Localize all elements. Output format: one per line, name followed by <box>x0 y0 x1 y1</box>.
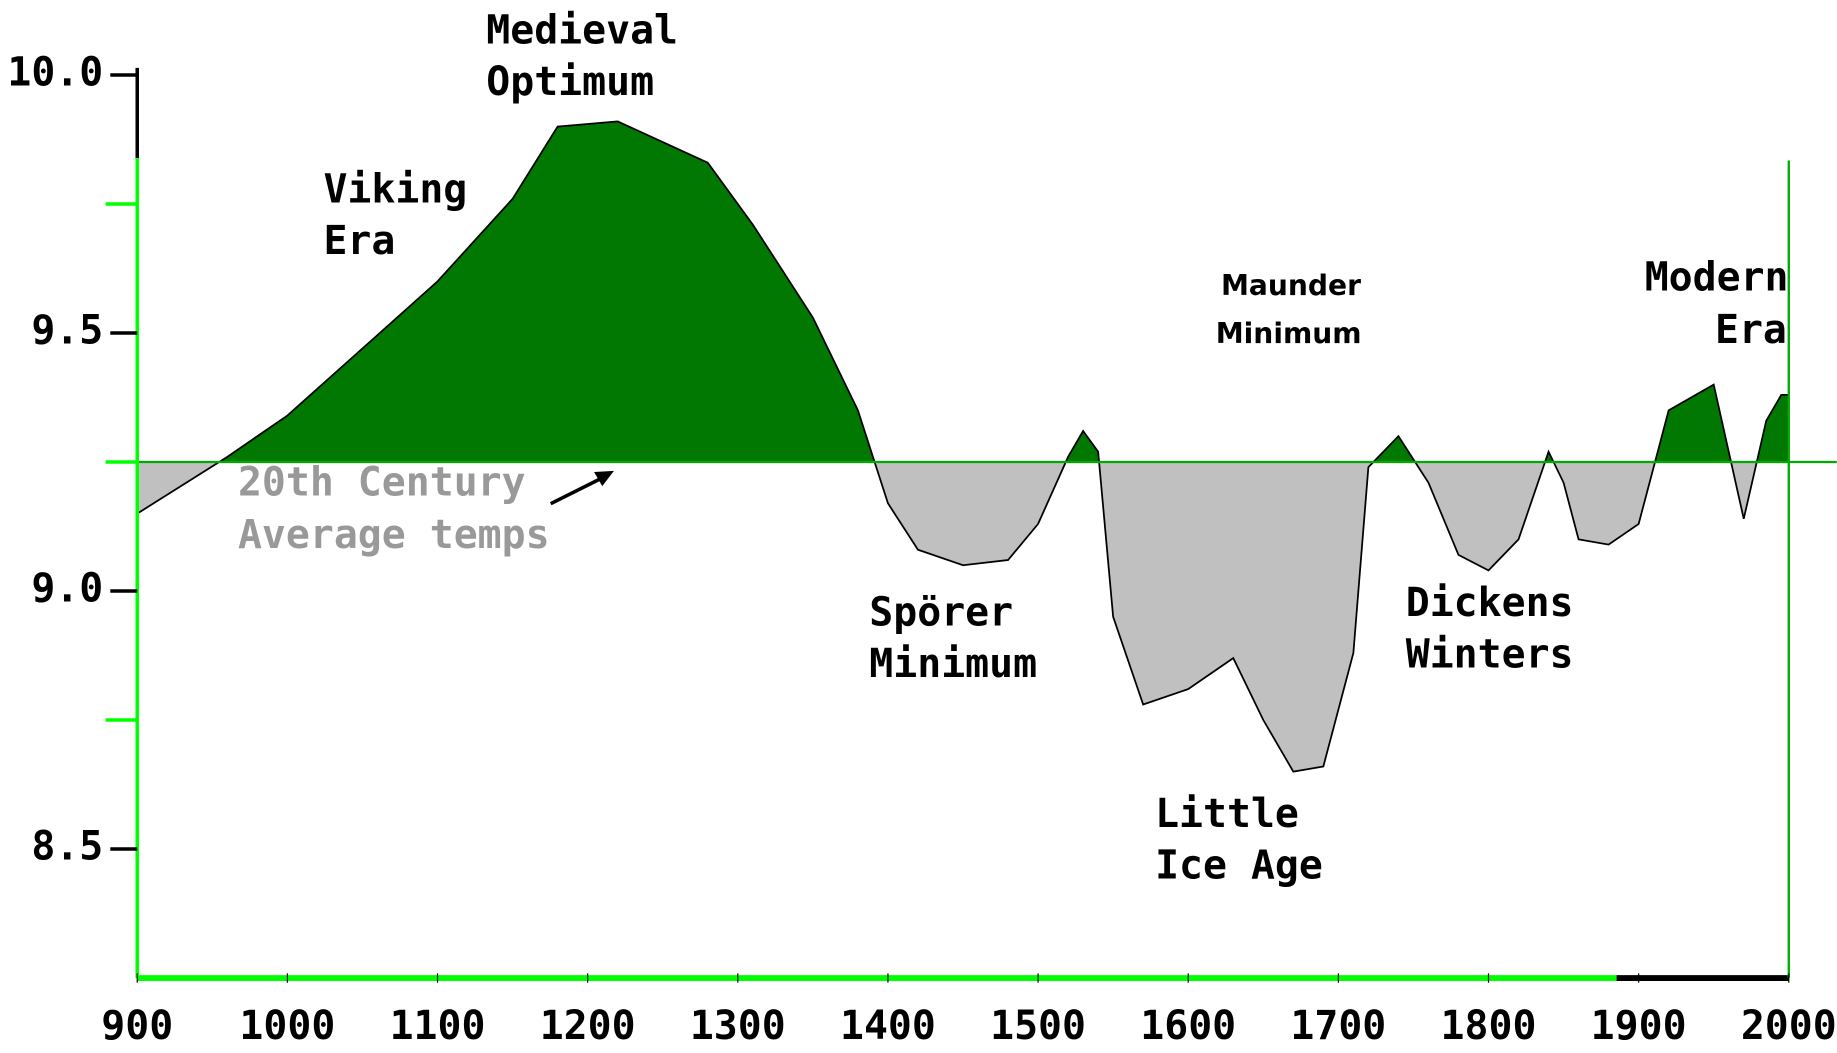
plot: 8.5 9.0 9.5 10.0 900 1000 1100 1200 1300 1400 1500… <box>7 49 1837 1049</box>
x-tick-label: 1300 <box>690 1003 786 1049</box>
annotation: Minimum <box>1216 317 1362 350</box>
x-tick-label: 1000 <box>239 1003 335 1049</box>
x-tick-label: 1800 <box>1441 1003 1537 1049</box>
area-above <box>219 121 1789 462</box>
x-tick-label: 1900 <box>1591 1003 1687 1049</box>
annotation: Maunder <box>1221 269 1361 302</box>
annotation: Spörer <box>869 589 1013 635</box>
annotation: Dickens <box>1406 580 1574 626</box>
annotation: Era <box>1715 307 1787 353</box>
x-tick-label: 900 <box>101 1003 173 1049</box>
annotation: Modern <box>1645 254 1789 300</box>
annotation: Minimum <box>869 641 1037 687</box>
annotation: 20th Century <box>238 459 526 505</box>
x-tick-label: 1100 <box>390 1003 486 1049</box>
y-tick-label: 8.5 <box>31 824 103 870</box>
y-tick-label: 10.0 <box>7 49 103 95</box>
y-tick-label: 9.5 <box>31 307 103 353</box>
annotation: Winters <box>1406 632 1574 678</box>
annotation: Medieval <box>486 7 678 53</box>
line <box>136 120 1789 773</box>
annotation: Ice Age <box>1155 842 1323 888</box>
area-below <box>137 461 1789 772</box>
y-tick-label: 9.0 <box>31 566 103 612</box>
annotation: Little <box>1155 791 1299 837</box>
arrow-head <box>594 470 614 487</box>
annotation: Era <box>323 218 395 264</box>
annotation: Optimum <box>486 59 654 105</box>
x-tick-label: 1700 <box>1290 1003 1386 1049</box>
x-tick-label: 1600 <box>1140 1003 1236 1049</box>
x-tick-label: 1200 <box>540 1003 636 1049</box>
annotations: Medieval Optimum Viking Era 20th Century… <box>238 7 1789 888</box>
x-tick-label: 1400 <box>840 1003 936 1049</box>
x-tick-label: 2000 <box>1741 1003 1837 1049</box>
annotation: Average temps <box>238 512 550 558</box>
annotation: Viking <box>323 167 467 213</box>
x-tick-label: 1500 <box>990 1003 1086 1049</box>
